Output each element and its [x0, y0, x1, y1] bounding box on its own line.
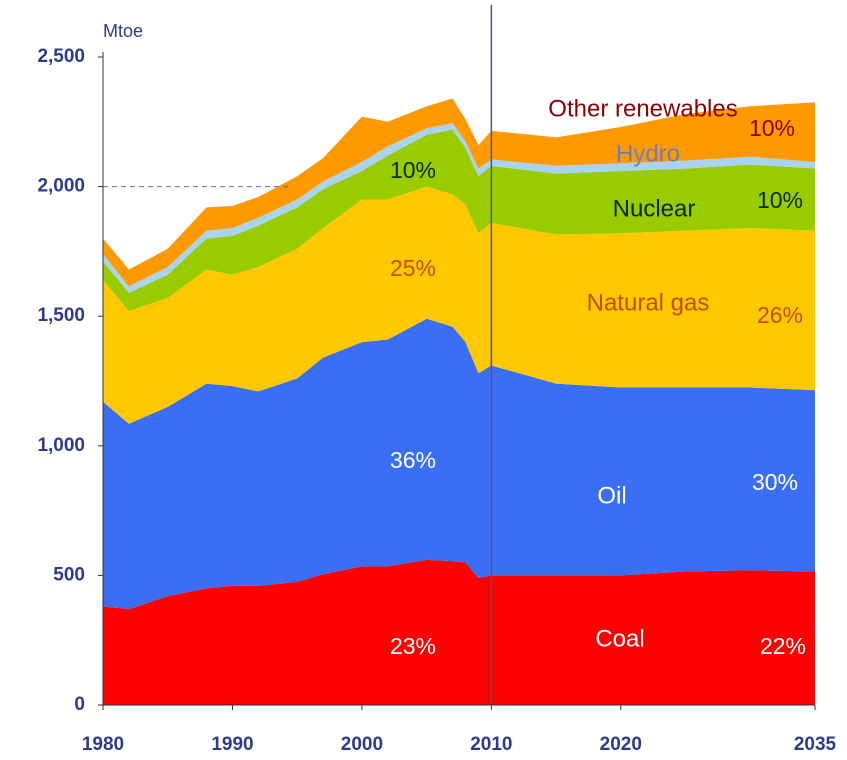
series-label: Coal — [595, 625, 644, 652]
area — [103, 123, 815, 293]
area — [103, 129, 815, 312]
y-tick-label: 2,000 — [37, 176, 85, 197]
y-tick-label: 2,500 — [37, 46, 85, 67]
series-label: Oil — [597, 482, 626, 509]
y-axis-label: Mtoe — [103, 21, 143, 41]
y-tick-label: 500 — [53, 564, 85, 585]
y-tick-label: 1,000 — [37, 435, 85, 456]
annotation: 30% — [752, 469, 798, 495]
x-tick-label: 2035 — [794, 734, 837, 755]
x-tick-label: 2020 — [600, 734, 642, 755]
series-label: Hydro — [616, 140, 680, 167]
area — [103, 98, 815, 287]
annotation: 23% — [390, 633, 436, 659]
series-label: Other renewables — [548, 95, 737, 122]
annotation: 10% — [757, 187, 803, 213]
area — [103, 186, 815, 424]
annotation: 36% — [390, 447, 436, 473]
area — [103, 559, 815, 705]
x-tick-label: 1990 — [211, 734, 253, 755]
series-label: Nuclear — [613, 195, 696, 222]
y-tick-label: 1,500 — [37, 305, 85, 326]
annotation: 26% — [757, 302, 803, 328]
area — [103, 318, 815, 610]
annotation: 25% — [390, 255, 436, 281]
x-tick-label: 1980 — [82, 734, 124, 755]
x-tick-label: 2010 — [470, 734, 512, 755]
annotation: 10% — [390, 157, 436, 183]
annotation: 22% — [760, 633, 806, 659]
x-tick-label: 2000 — [341, 734, 383, 755]
annotation: 10% — [749, 115, 795, 141]
series-label: Natural gas — [587, 289, 710, 316]
y-tick-label: 0 — [74, 694, 85, 715]
